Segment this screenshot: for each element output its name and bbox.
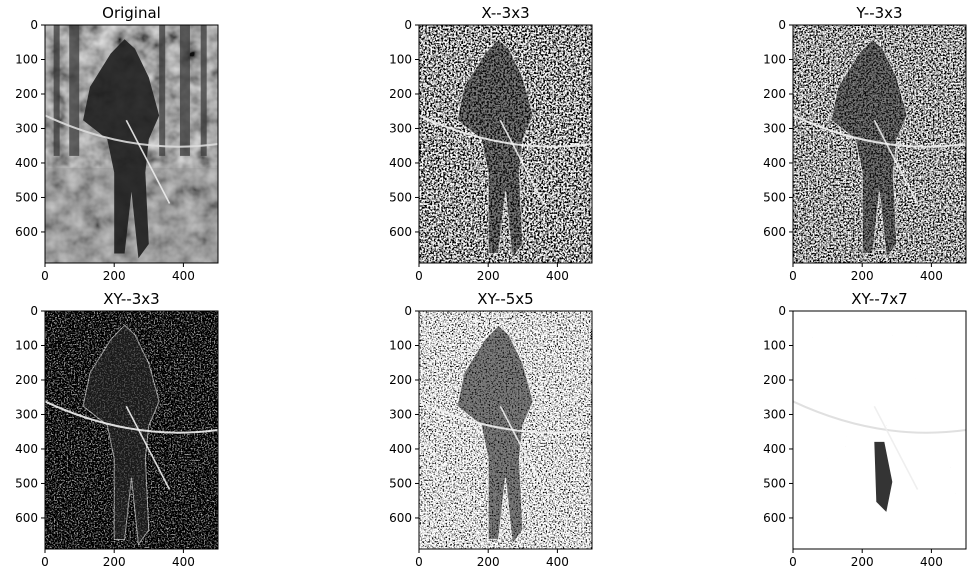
x-tick-label: 200 [477,555,500,569]
y-tick-label: 500 [763,476,786,490]
y-tick-label: 500 [389,476,412,490]
y-tick-label: 100 [15,52,38,66]
subplot-3: Y--3x3 0 200 400 0 100 200 300 400 500 600 [763,4,967,283]
y-tick-label: 500 [763,190,786,204]
subplot-title: XY--3x3 [103,290,159,308]
x-tick-label: 0 [789,555,797,569]
y-tick-label: 200 [763,87,786,101]
x-tick-label: 400 [920,555,943,569]
subplot-title: XY--5x5 [477,290,533,308]
x-tick-label: 400 [172,555,195,569]
subplot-6: XY--7x7 0 200 400 0 100 200 300 400 500 600 [763,290,967,569]
y-tick-label: 300 [15,407,38,421]
y-tick-label: 200 [15,87,38,101]
y-tick-label: 500 [15,476,38,490]
subplot-4: XY--3x3 0 200 400 0 100 200 300 400 500 600 [15,290,219,569]
image-panel-6 [792,311,967,549]
subplot-title: Y--3x3 [855,4,902,22]
x-tick-label: 0 [41,555,49,569]
y-tick-label: 0 [778,18,786,32]
subplot-1: Original 0 200 400 0 100 200 300 400 500 600 [15,4,219,283]
y-tick-label: 0 [30,18,38,32]
y-tick-label: 300 [389,121,412,135]
x-tick-label: 400 [920,269,943,283]
y-tick-label: 300 [389,407,412,421]
image-panel-4 [44,311,219,549]
subplot-title: Original [102,4,161,22]
y-tick-label: 0 [30,304,38,318]
x-tick-label: 400 [172,269,195,283]
y-tick-label: 600 [15,511,38,525]
y-tick-label: 200 [15,373,38,387]
y-tick-label: 100 [763,338,786,352]
x-tick-label: 200 [103,269,126,283]
axes-frame-5 [418,310,593,550]
image-panel-3 [792,25,967,263]
y-tick-label: 400 [15,156,38,170]
y-tick-label: 100 [763,52,786,66]
y-tick-label: 0 [404,18,412,32]
y-tick-label: 300 [15,121,38,135]
axes-frame-1 [44,24,219,264]
image-panel-1 [44,25,219,263]
y-tick-label: 500 [389,190,412,204]
subplot-title: XY--7x7 [851,290,907,308]
y-tick-label: 100 [389,338,412,352]
x-tick-label: 0 [415,269,423,283]
axes-frame-6 [792,310,967,550]
x-tick-label: 200 [477,269,500,283]
subplot-2: X--3x3 0 200 400 0 100 200 300 400 500 600 [389,4,593,283]
y-tick-label: 600 [763,511,786,525]
y-tick-label: 300 [763,407,786,421]
x-tick-label: 200 [103,555,126,569]
subplot-5: XY--5x5 0 200 400 0 100 200 300 400 500 600 [389,290,593,569]
y-tick-label: 600 [389,511,412,525]
y-tick-label: 100 [15,338,38,352]
y-tick-label: 400 [763,156,786,170]
y-tick-label: 0 [404,304,412,318]
y-tick-label: 600 [763,225,786,239]
y-tick-label: 400 [389,442,412,456]
x-tick-label: 200 [851,555,874,569]
axes-frame-2 [418,24,593,264]
y-tick-label: 200 [389,87,412,101]
x-tick-label: 400 [546,555,569,569]
image-panel-5 [418,311,593,549]
y-tick-label: 600 [15,225,38,239]
x-tick-label: 0 [41,269,49,283]
axes-frame-4 [44,310,219,550]
y-tick-label: 200 [763,373,786,387]
x-tick-label: 200 [851,269,874,283]
y-tick-label: 200 [389,373,412,387]
x-tick-label: 0 [415,555,423,569]
subplot-title: X--3x3 [481,4,529,22]
y-tick-label: 0 [778,304,786,318]
y-tick-label: 100 [389,52,412,66]
y-tick-label: 400 [389,156,412,170]
y-tick-label: 400 [15,442,38,456]
y-tick-label: 400 [763,442,786,456]
image-panel-2 [418,25,593,263]
x-tick-label: 400 [546,269,569,283]
y-tick-label: 500 [15,190,38,204]
y-tick-label: 600 [389,225,412,239]
y-tick-label: 300 [763,121,786,135]
x-tick-label: 0 [789,269,797,283]
axes-frame-3 [792,24,967,264]
